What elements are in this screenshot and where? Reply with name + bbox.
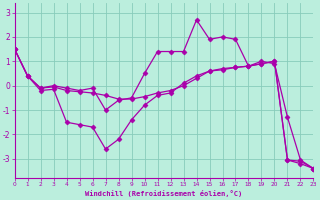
X-axis label: Windchill (Refroidissement éolien,°C): Windchill (Refroidissement éolien,°C) xyxy=(85,190,243,197)
